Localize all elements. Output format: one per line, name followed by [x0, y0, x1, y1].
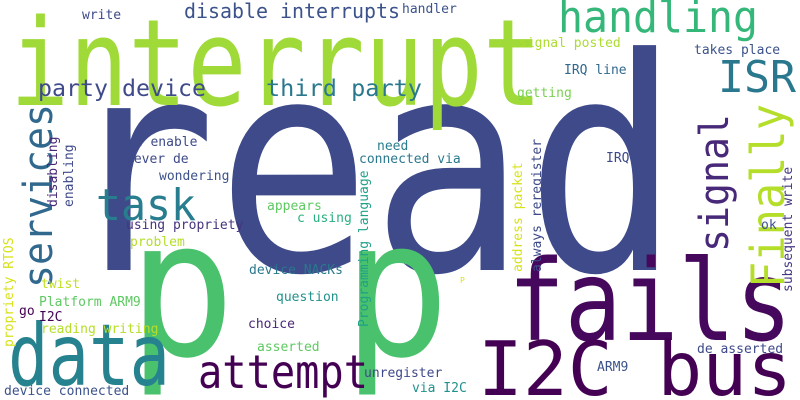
word: ok: [761, 218, 777, 233]
word: P: [460, 276, 465, 285]
word: disabling: [46, 137, 61, 207]
word: attempt: [198, 345, 368, 399]
word: task: [96, 180, 196, 231]
word: takes place: [694, 43, 780, 58]
word: ARM9: [597, 360, 628, 375]
word: write: [82, 8, 121, 23]
word: wondering: [159, 169, 229, 184]
word: via I2C: [412, 381, 467, 396]
word: fails: [508, 237, 792, 367]
word: twist: [41, 277, 80, 292]
word: Programming language: [357, 170, 372, 327]
word: question: [276, 290, 339, 305]
word: subsequent write: [781, 167, 796, 292]
word: ISR: [718, 52, 796, 103]
word: services: [16, 104, 62, 288]
word: device connected: [4, 384, 129, 399]
word: connected via: [359, 152, 461, 167]
word: read: [62, 0, 680, 340]
word: always reregister: [530, 139, 545, 272]
word: de asserted: [697, 342, 783, 357]
word: go: [19, 304, 35, 319]
word: using propriety: [126, 218, 244, 233]
word: party device: [38, 76, 206, 102]
word: getting: [517, 86, 572, 101]
word: signal posted: [519, 36, 621, 51]
word: Finally: [741, 104, 795, 288]
word: p p: [128, 179, 450, 400]
word: handler: [402, 2, 457, 17]
word: reading writing: [41, 322, 158, 337]
word: unregister: [364, 366, 442, 381]
word: appears: [267, 199, 322, 214]
word: IRQ line: [564, 63, 627, 78]
word: propriety RTOS: [2, 237, 17, 347]
word: handling: [558, 0, 758, 43]
word: c using: [297, 211, 352, 226]
word: Platform ARM9: [39, 295, 141, 310]
word: data: [8, 306, 170, 400]
word: choice: [248, 317, 295, 332]
word: never de: [126, 152, 189, 167]
word: interrupt: [10, 0, 542, 134]
word: need: [377, 139, 408, 154]
word: address packet: [511, 162, 526, 272]
word: disable interrupts: [184, 0, 400, 23]
word: signal: [692, 114, 738, 252]
word: I2C bus: [478, 325, 792, 400]
word: re enable: [127, 135, 198, 150]
word: third party: [266, 76, 422, 102]
word: asserted: [257, 340, 320, 355]
word: IRQ: [606, 151, 630, 166]
word: I2C: [39, 310, 62, 325]
word: enabling: [62, 144, 77, 207]
word: device NACKs: [249, 263, 343, 278]
word: problem: [130, 235, 185, 250]
